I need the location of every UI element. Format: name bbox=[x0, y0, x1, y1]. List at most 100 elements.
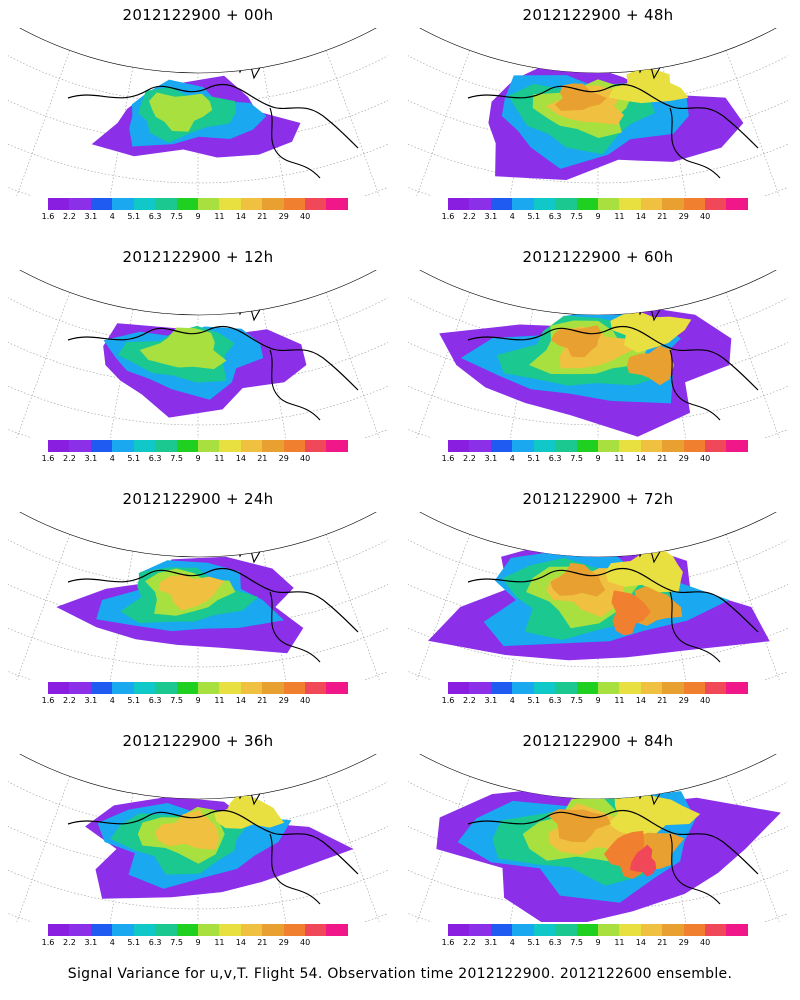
panel-title: 2012122900 + 24h bbox=[122, 490, 274, 508]
colorbar-swatch bbox=[262, 682, 284, 694]
colorbar-tick-label: 5.1 bbox=[127, 212, 141, 221]
colorbar-swatch bbox=[69, 440, 91, 452]
colorbar-tick-label: 1.6 bbox=[441, 938, 455, 947]
colorbar-tick-label: 7.5 bbox=[570, 212, 583, 221]
colorbar-tick-label: 5.1 bbox=[527, 454, 541, 463]
colorbar-labels: 1.6 2.2 3.1 4 5.1 6.3 7.5 9 11 14 21 29 40 bbox=[42, 454, 348, 466]
colorbar-tick-label: 2.2 bbox=[463, 454, 476, 463]
longitude-gridline bbox=[725, 50, 783, 196]
colorbar-swatch bbox=[197, 198, 220, 210]
colorbar-tick-label: 3.1 bbox=[484, 212, 498, 221]
colorbar-swatch bbox=[112, 682, 134, 694]
colorbar-swatch bbox=[283, 198, 306, 210]
colorbar-swatch bbox=[305, 198, 327, 210]
colorbar-tick-label: 14 bbox=[235, 212, 246, 221]
colorbar-labels: 1.6 2.2 3.1 4 5.1 6.3 7.5 9 11 14 21 29 40 bbox=[442, 696, 748, 708]
latitude-gridline bbox=[8, 37, 388, 104]
latitude-gridline bbox=[408, 521, 788, 588]
colorbar-labels: 1.6 2.2 3.1 4 5.1 6.3 7.5 9 11 14 21 29 40 bbox=[42, 212, 348, 224]
map-panel: 2012122900 + 48h 1.6 2.2 3.1 4 5.1 6.3 7.5 9 11 14… bbox=[408, 2, 788, 234]
coastline bbox=[67, 809, 359, 875]
colorbar-labels: 1.6 2.2 3.1 4 5.1 6.3 7.5 9 11 14 21 29 40 bbox=[42, 938, 348, 950]
colorbar-swatch bbox=[576, 924, 598, 936]
colorbar-swatch bbox=[326, 682, 348, 694]
colorbar-tick-label: 21 bbox=[657, 938, 668, 947]
variance-map bbox=[408, 754, 788, 922]
colorbar-swatch bbox=[69, 198, 91, 210]
colorbar-swatch bbox=[326, 440, 348, 452]
colorbar-swatch bbox=[662, 198, 684, 210]
colorbar-swatch bbox=[219, 198, 241, 210]
colorbar-swatch bbox=[705, 198, 727, 210]
variance-contour bbox=[611, 590, 651, 636]
colorbar-tick-label: 11 bbox=[214, 696, 225, 705]
colorbar-swatch bbox=[469, 924, 491, 936]
colorbar-swatch bbox=[176, 924, 198, 936]
colorbar-swatch bbox=[705, 682, 727, 694]
colorbar-swatch bbox=[662, 924, 684, 936]
colorbar-swatch bbox=[726, 682, 748, 694]
colorbar-swatch bbox=[219, 924, 241, 936]
latitude-gridline bbox=[408, 279, 788, 346]
colorbar-tick-label: 14 bbox=[635, 212, 646, 221]
colorbar-swatch bbox=[705, 440, 727, 452]
colorbar-tick-label: 21 bbox=[657, 454, 668, 463]
colorbar-tick-label: 29 bbox=[278, 212, 289, 221]
colorbar-swatch bbox=[555, 440, 577, 452]
longitude-gridline bbox=[13, 776, 71, 922]
colorbar-swatch bbox=[619, 198, 641, 210]
colorbar-swatch bbox=[112, 440, 134, 452]
colorbar-swatch bbox=[683, 924, 706, 936]
latitude-gridline bbox=[8, 279, 388, 346]
colorbar-tick-label: 3.1 bbox=[84, 454, 98, 463]
colorbar-tick-label: 40 bbox=[300, 938, 311, 947]
colorbar-tick-label: 40 bbox=[300, 212, 311, 221]
colorbar-tick-label: 5.1 bbox=[527, 938, 541, 947]
colorbar-tick-label: 14 bbox=[235, 454, 246, 463]
colorbar-swatch bbox=[90, 682, 113, 694]
variance-contour bbox=[608, 792, 701, 837]
colorbar-tick-label: 29 bbox=[678, 696, 689, 705]
colorbar-swatch bbox=[262, 198, 284, 210]
colorbar-swatch bbox=[155, 440, 177, 452]
colorbar-swatch bbox=[219, 440, 241, 452]
variance-contour bbox=[629, 844, 657, 877]
colorbar bbox=[448, 682, 748, 694]
colorbar bbox=[448, 924, 748, 936]
variance-contour bbox=[626, 345, 675, 386]
colorbar-tick-label: 7.5 bbox=[170, 938, 183, 947]
colorbar-swatch bbox=[533, 682, 556, 694]
colorbar-tick-label: 11 bbox=[214, 938, 225, 947]
colorbar-swatch bbox=[512, 924, 534, 936]
colorbar-swatch bbox=[576, 440, 598, 452]
colorbar-tick-label: 11 bbox=[214, 454, 225, 463]
variance-map bbox=[8, 270, 388, 438]
colorbar-swatch bbox=[176, 198, 198, 210]
colorbar-swatch bbox=[219, 682, 241, 694]
colorbar-swatch bbox=[705, 924, 727, 936]
colorbar-swatch bbox=[305, 924, 327, 936]
colorbar bbox=[48, 198, 348, 210]
colorbar-tick-label: 4 bbox=[109, 454, 115, 463]
colorbar-swatch bbox=[683, 198, 706, 210]
colorbar-tick-label: 7.5 bbox=[170, 212, 183, 221]
variance-map bbox=[8, 512, 388, 680]
colorbar-swatch bbox=[48, 924, 70, 936]
colorbar-swatch bbox=[448, 682, 470, 694]
colorbar-swatch bbox=[448, 440, 470, 452]
variance-map bbox=[408, 28, 788, 196]
colorbar-swatch bbox=[305, 682, 327, 694]
colorbar-tick-label: 29 bbox=[278, 454, 289, 463]
variance-contour bbox=[554, 83, 607, 111]
colorbar-tick-label: 7.5 bbox=[170, 454, 183, 463]
colorbar-tick-label: 3.1 bbox=[484, 938, 498, 947]
panel-title: 2012122900 + 36h bbox=[122, 732, 274, 750]
colorbar-tick-label: 4 bbox=[109, 212, 115, 221]
colorbar-swatch bbox=[512, 198, 534, 210]
colorbar-tick-label: 4 bbox=[509, 212, 515, 221]
colorbar-tick-label: 21 bbox=[657, 212, 668, 221]
colorbar bbox=[48, 440, 348, 452]
colorbar-swatch bbox=[512, 682, 534, 694]
coastline bbox=[467, 809, 759, 875]
colorbar-tick-label: 5.1 bbox=[127, 696, 141, 705]
